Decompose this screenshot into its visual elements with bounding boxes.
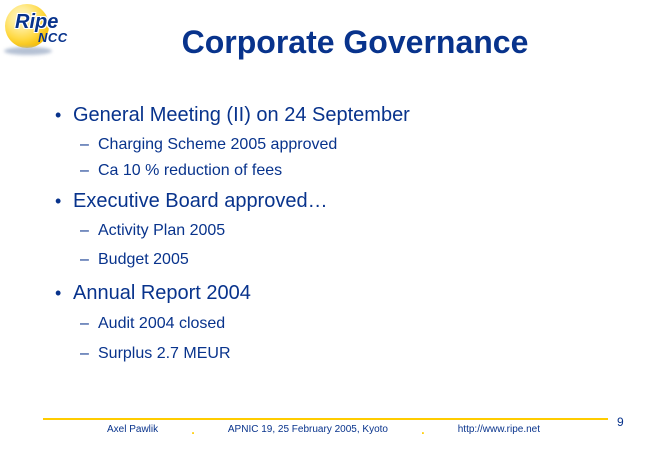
footer: Axel Pawlik . APNIC 19, 25 February 2005…	[107, 422, 540, 437]
sub-bullet-label: Budget 2005	[98, 251, 189, 268]
footer-separator-icon: .	[191, 422, 195, 437]
bullet-item: • General Meeting (II) on 24 September	[55, 103, 410, 127]
dash-icon: –	[80, 345, 89, 362]
bullet-item: • Annual Report 2004	[55, 281, 251, 305]
footer-divider	[43, 418, 608, 420]
sub-bullet-item: – Activity Plan 2005	[80, 220, 225, 241]
dash-icon: –	[80, 222, 89, 239]
footer-url: http://www.ripe.net	[457, 424, 540, 435]
logo-ripe-text: Ripe	[15, 11, 59, 33]
sub-bullet-label: Surplus 2.7 MEUR	[98, 345, 231, 362]
sub-bullet-label: Ca 10 % reduction of fees	[98, 162, 283, 179]
bullet-icon: •	[55, 191, 62, 211]
bullet-icon: •	[55, 283, 62, 303]
sub-bullet-item: – Ca 10 % reduction of fees	[80, 160, 282, 181]
bullet-item: • Executive Board approved…	[55, 189, 328, 213]
footer-event: APNIC 19, 25 February 2005, Kyoto	[227, 424, 388, 435]
footer-author: Axel Pawlik	[107, 424, 159, 435]
logo-ncc-text: NCC	[38, 30, 68, 45]
sub-bullet-item: – Charging Scheme 2005 approved	[80, 134, 337, 155]
dash-icon: –	[80, 136, 89, 153]
bullet-label: Executive Board approved…	[73, 190, 328, 212]
dash-icon: –	[80, 162, 89, 179]
ripe-ncc-logo: Ripe NCC	[0, 0, 120, 70]
bullet-label: Annual Report 2004	[73, 282, 251, 304]
footer-separator-icon: .	[421, 422, 425, 437]
sub-bullet-item: – Audit 2004 closed	[80, 313, 225, 334]
sub-bullet-label: Audit 2004 closed	[98, 315, 226, 332]
slide-title: Corporate Governance	[181, 24, 529, 60]
bullet-label: General Meeting (II) on 24 September	[73, 104, 410, 126]
page-number: 9	[617, 415, 624, 429]
sub-bullet-label: Charging Scheme 2005 approved	[98, 136, 338, 153]
sub-bullet-item: – Surplus 2.7 MEUR	[80, 343, 231, 364]
globe-shadow	[4, 47, 52, 55]
sub-bullet-item: – Budget 2005	[80, 249, 189, 270]
sub-bullet-label: Activity Plan 2005	[98, 222, 226, 239]
globe-icon	[5, 4, 49, 48]
bullet-icon: •	[55, 105, 62, 125]
dash-icon: –	[80, 251, 89, 268]
dash-icon: –	[80, 315, 89, 332]
